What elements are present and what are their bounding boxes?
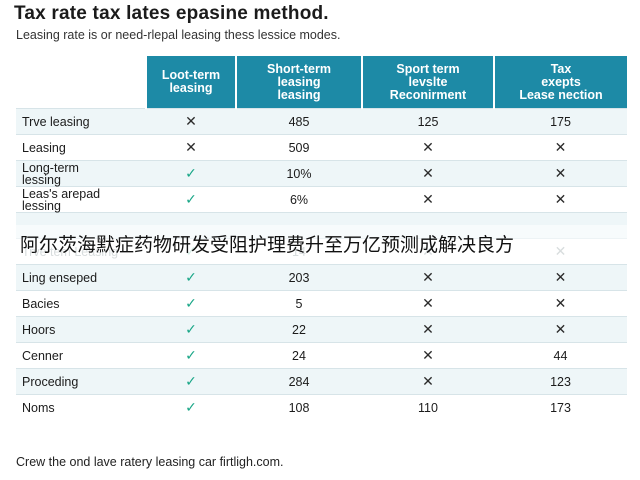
- check-icon: ✓: [146, 186, 236, 213]
- cross-icon: ✕: [494, 316, 627, 343]
- table-cell: 10%: [236, 160, 362, 187]
- page-subtitle: Leasing rate is or need-rlepal leasing t…: [16, 28, 341, 42]
- cross-icon: ✕: [494, 290, 627, 317]
- check-icon: ✓: [146, 342, 236, 369]
- table-cell: 175: [494, 108, 627, 135]
- overlay-caption-text: 阿尔茨海默症药物研发受阻护理费升至万亿预测成解决良方: [20, 234, 515, 256]
- table-cell: 6%: [236, 186, 362, 213]
- table-row: Proceding ✓ 284 ✕ 123: [16, 368, 627, 395]
- cross-icon: ✕: [362, 160, 494, 187]
- table-cell: 22: [236, 316, 362, 343]
- check-icon: ✓: [146, 316, 236, 343]
- check-icon: ✓: [146, 160, 236, 187]
- cross-icon: ✕: [362, 290, 494, 317]
- check-icon: ✓: [146, 394, 236, 420]
- cross-icon: ✕: [494, 160, 627, 187]
- cross-icon: ✕: [494, 264, 627, 291]
- footer-note: Crew the ond lave ratery leasing car fir…: [16, 455, 284, 469]
- header-cell-sport-term: Sport term levslte Reconirment: [362, 56, 495, 109]
- header-cell-empty: [16, 56, 147, 109]
- row-label: Long-term lessing: [16, 160, 146, 187]
- table-row: Ling enseped ✓ 203 ✕ ✕: [16, 264, 627, 291]
- table-cell: 108: [236, 394, 362, 420]
- check-icon: ✓: [146, 290, 236, 317]
- table-cell: 125: [362, 108, 494, 135]
- table-cell: 203: [236, 264, 362, 291]
- table-row: Leas's arepad lessing ✓ 6% ✕ ✕: [16, 186, 627, 213]
- table-row: Cenner ✓ 24 ✕ 44: [16, 342, 627, 369]
- row-label: Leas's arepad lessing: [16, 186, 146, 213]
- cross-icon: ✕: [362, 342, 494, 369]
- header-row: Loot-term leasing Short-term leasing lea…: [16, 56, 627, 109]
- table-cell: 485: [236, 108, 362, 135]
- table-cell: 123: [494, 368, 627, 395]
- row-label: Ling enseped: [16, 264, 146, 291]
- row-label: Noms: [16, 394, 146, 420]
- check-icon: ✓: [146, 368, 236, 395]
- overlay-caption-banner: 阿尔茨海默症药物研发受阻护理费升至万亿预测成解决良方: [0, 225, 640, 261]
- row-label: Trve leasing: [16, 108, 146, 135]
- cross-icon: ✕: [494, 134, 627, 161]
- row-label: Cenner: [16, 342, 146, 369]
- table-row: Long-term lessing ✓ 10% ✕ ✕: [16, 160, 627, 187]
- row-label: Hoors: [16, 316, 146, 343]
- row-label: Leasing: [16, 134, 146, 161]
- table-cell: 284: [236, 368, 362, 395]
- table-cell: 110: [362, 394, 494, 420]
- table-cell: 44: [494, 342, 627, 369]
- cross-icon: ✕: [362, 134, 494, 161]
- table-cell: 24: [236, 342, 362, 369]
- header-cell-tax-exepts: Tax exepts Lease nection: [494, 56, 627, 109]
- table-cell: 5: [236, 290, 362, 317]
- table-row: Trve leasing ✕ 485 125 175: [16, 108, 627, 135]
- table-row: Hoors ✓ 22 ✕ ✕: [16, 316, 627, 343]
- cross-icon: ✕: [494, 186, 627, 213]
- cross-icon: ✕: [362, 368, 494, 395]
- page-title: Tax rate tax lates epasine method.: [14, 3, 329, 24]
- table-row: Bacies ✓ 5 ✕ ✕: [16, 290, 627, 317]
- header-cell-short-term-leasing: Short-term leasing leasing: [236, 56, 363, 109]
- cross-icon: ✕: [146, 108, 236, 135]
- cross-icon: ✕: [362, 316, 494, 343]
- cross-icon: ✕: [362, 264, 494, 291]
- table-row: Leasing ✕ 509 ✕ ✕: [16, 134, 627, 161]
- table-cell: 173: [494, 394, 627, 420]
- cross-icon: ✕: [146, 134, 236, 161]
- row-label: Bacies: [16, 290, 146, 317]
- row-label: Proceding: [16, 368, 146, 395]
- check-icon: ✓: [146, 264, 236, 291]
- table-cell: 509: [236, 134, 362, 161]
- table-body: Trve leasing ✕ 485 125 175 Leasing ✕ 509 ✕ ✕ Long-…: [16, 108, 627, 420]
- table-row: Noms ✓ 108 110 173: [16, 394, 627, 420]
- header-cell-long-term-leasing: Loot-term leasing: [146, 56, 237, 109]
- cross-icon: ✕: [362, 186, 494, 213]
